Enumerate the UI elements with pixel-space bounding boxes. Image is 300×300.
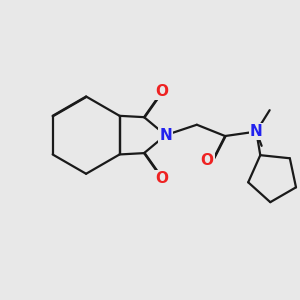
Text: N: N bbox=[250, 124, 263, 139]
Text: O: O bbox=[155, 84, 168, 99]
Text: O: O bbox=[201, 153, 214, 168]
Text: O: O bbox=[155, 171, 168, 186]
Text: N: N bbox=[159, 128, 172, 142]
